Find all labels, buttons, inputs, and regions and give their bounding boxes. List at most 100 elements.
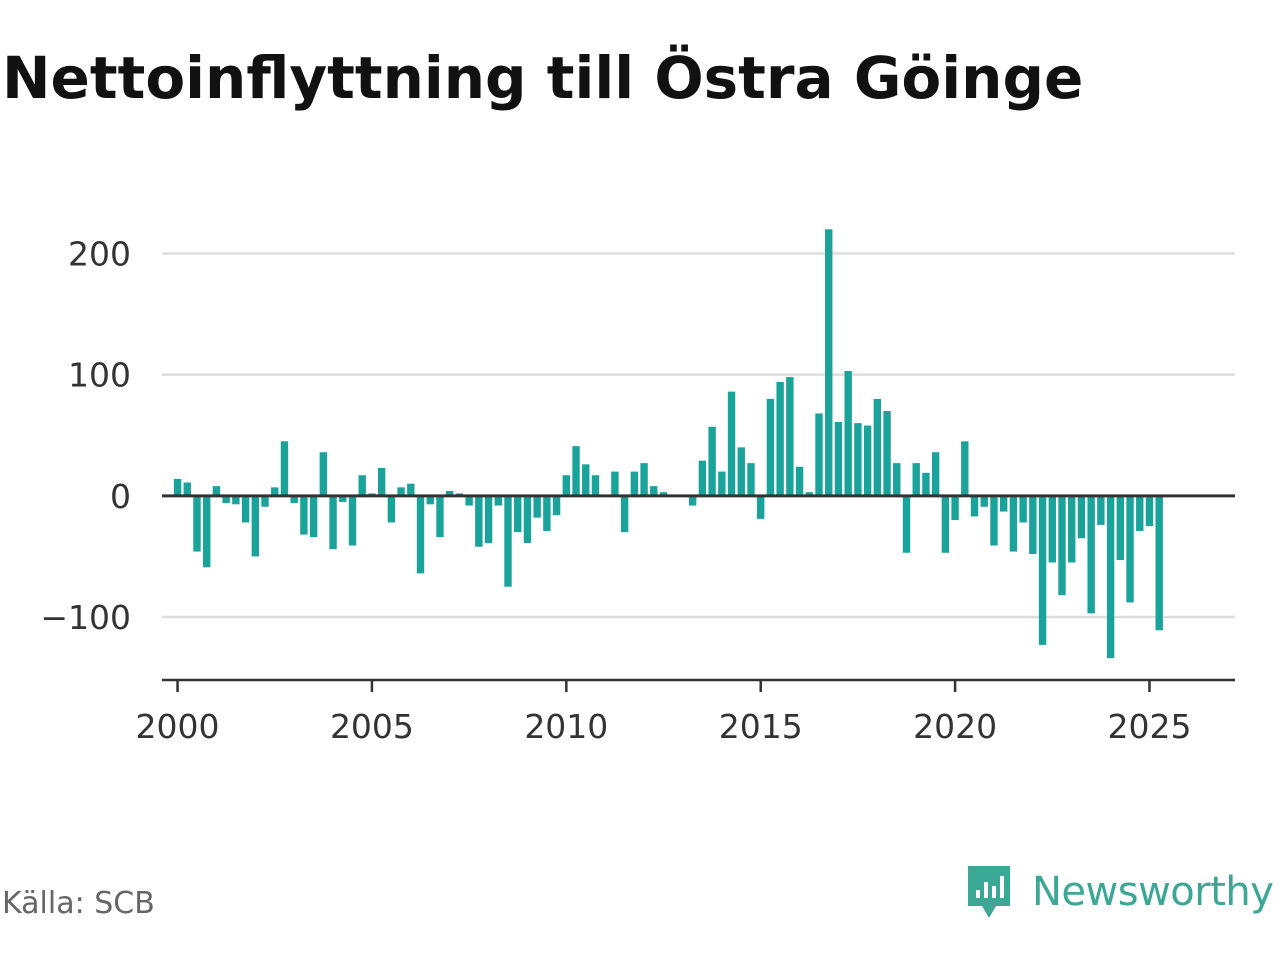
x-tick-label: 2010 bbox=[524, 707, 608, 746]
x-tick-label: 2025 bbox=[1107, 707, 1191, 746]
bar bbox=[407, 483, 415, 496]
x-tick-label: 2020 bbox=[913, 707, 997, 746]
bar bbox=[494, 495, 502, 506]
newsworthy-logo: Newsworthy bbox=[964, 862, 1274, 922]
y-axis-labels: 200 100 0 −100 bbox=[40, 235, 131, 637]
bar bbox=[465, 495, 473, 506]
bar bbox=[650, 486, 658, 496]
y-tick-label: 0 bbox=[110, 477, 131, 516]
bar bbox=[339, 495, 347, 502]
x-tick-label: 2005 bbox=[330, 707, 414, 746]
bar bbox=[426, 495, 434, 505]
bar bbox=[951, 495, 959, 521]
gridlines bbox=[162, 252, 1235, 619]
brand-name: Newsworthy bbox=[1032, 869, 1274, 915]
bar bbox=[776, 381, 784, 496]
bar bbox=[1136, 495, 1144, 531]
bar bbox=[999, 495, 1008, 512]
bar bbox=[747, 463, 755, 496]
bar bbox=[533, 495, 541, 518]
bar bbox=[970, 495, 979, 517]
y-tick-label: −100 bbox=[40, 598, 131, 637]
bar bbox=[1087, 495, 1095, 614]
bar bbox=[348, 495, 357, 546]
bar bbox=[397, 487, 405, 496]
bar bbox=[582, 464, 590, 496]
y-tick-label: 200 bbox=[68, 235, 131, 274]
bar bbox=[708, 426, 716, 496]
bar bbox=[552, 495, 561, 516]
bar bbox=[698, 460, 707, 496]
bar bbox=[319, 452, 328, 496]
bar bbox=[825, 229, 833, 496]
bar bbox=[377, 467, 386, 496]
bar bbox=[280, 441, 289, 496]
bar bbox=[1097, 495, 1105, 525]
bar bbox=[241, 495, 250, 523]
bar bbox=[416, 495, 425, 574]
bar bbox=[902, 495, 911, 553]
bar bbox=[261, 495, 269, 507]
bar bbox=[436, 495, 444, 538]
bar bbox=[630, 471, 639, 496]
bar bbox=[805, 492, 813, 496]
bar bbox=[737, 447, 745, 496]
chart-title: Nettoinflyttning till Östra Göinge bbox=[2, 44, 1084, 112]
bar bbox=[1048, 495, 1056, 563]
bar-chart: 200 100 0 −100 2000 2005 2010 2015 2020 2025 bbox=[40, 229, 1235, 746]
bar bbox=[1058, 495, 1066, 596]
bar bbox=[212, 486, 221, 496]
bar bbox=[475, 495, 483, 547]
bar bbox=[232, 495, 240, 505]
bar bbox=[883, 411, 891, 496]
bar bbox=[1029, 495, 1037, 554]
bar bbox=[834, 421, 843, 496]
bar bbox=[1106, 495, 1115, 659]
bar bbox=[922, 472, 930, 496]
bar bbox=[358, 475, 366, 496]
bar bbox=[640, 463, 648, 496]
bar bbox=[912, 463, 920, 496]
bar bbox=[591, 475, 600, 496]
bar bbox=[1155, 495, 1163, 631]
bar bbox=[329, 495, 337, 550]
x-axis-ticks: 2000 2005 2010 2015 2020 2025 bbox=[136, 680, 1191, 746]
bar bbox=[300, 495, 308, 535]
bar bbox=[514, 495, 522, 533]
bar bbox=[1019, 495, 1027, 523]
bar bbox=[193, 495, 201, 552]
bar bbox=[504, 495, 512, 587]
x-tick-label: 2000 bbox=[136, 707, 220, 746]
bar bbox=[222, 495, 230, 504]
bar bbox=[795, 466, 804, 496]
y-tick-label: 100 bbox=[68, 356, 131, 395]
bar bbox=[863, 425, 872, 496]
bar bbox=[620, 495, 629, 533]
bar bbox=[941, 495, 950, 553]
bar bbox=[873, 398, 882, 496]
bar bbox=[203, 495, 211, 568]
bar bbox=[766, 398, 775, 496]
bar bbox=[1077, 495, 1086, 539]
bar bbox=[387, 495, 396, 523]
bar bbox=[980, 495, 988, 507]
bar bbox=[931, 452, 940, 496]
bar bbox=[1116, 495, 1125, 561]
bar bbox=[1009, 495, 1018, 552]
bar bbox=[543, 495, 551, 531]
bar bbox=[1126, 495, 1134, 603]
bar bbox=[718, 471, 726, 496]
bars bbox=[173, 229, 1163, 659]
bar bbox=[1068, 495, 1076, 563]
bar bbox=[445, 490, 454, 496]
bar bbox=[757, 495, 765, 519]
bar bbox=[251, 495, 259, 557]
bar bbox=[523, 495, 532, 544]
bar bbox=[659, 492, 668, 496]
bar bbox=[611, 471, 619, 496]
bar bbox=[815, 413, 823, 496]
bar bbox=[173, 478, 182, 496]
bar bbox=[1038, 495, 1047, 645]
bar bbox=[727, 391, 736, 496]
bar bbox=[572, 446, 580, 496]
